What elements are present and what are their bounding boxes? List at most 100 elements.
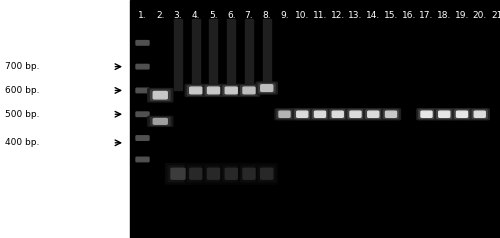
FancyBboxPatch shape — [150, 118, 170, 125]
FancyBboxPatch shape — [470, 109, 489, 120]
Text: 2.: 2. — [156, 11, 164, 20]
FancyBboxPatch shape — [185, 164, 206, 184]
FancyBboxPatch shape — [297, 111, 308, 117]
Text: 14.: 14. — [366, 11, 380, 20]
FancyBboxPatch shape — [310, 109, 330, 120]
FancyBboxPatch shape — [136, 157, 149, 162]
Bar — [210, 19, 218, 90]
FancyBboxPatch shape — [205, 166, 222, 182]
FancyBboxPatch shape — [417, 109, 436, 120]
Text: 12.: 12. — [330, 11, 345, 20]
FancyBboxPatch shape — [190, 168, 202, 179]
FancyBboxPatch shape — [256, 82, 277, 94]
FancyBboxPatch shape — [454, 110, 469, 119]
FancyBboxPatch shape — [261, 85, 273, 91]
Bar — [174, 19, 182, 90]
FancyBboxPatch shape — [256, 164, 277, 184]
Text: 500 bp.: 500 bp. — [5, 110, 40, 119]
FancyBboxPatch shape — [419, 110, 434, 119]
FancyBboxPatch shape — [241, 86, 257, 95]
Text: 17.: 17. — [420, 11, 434, 20]
FancyBboxPatch shape — [258, 83, 275, 93]
FancyBboxPatch shape — [275, 109, 294, 120]
Bar — [245, 19, 253, 90]
Text: 600 bp.: 600 bp. — [5, 86, 40, 95]
Text: 6.: 6. — [227, 11, 235, 20]
Text: 20.: 20. — [472, 11, 487, 20]
Text: 4.: 4. — [192, 11, 200, 20]
FancyBboxPatch shape — [168, 166, 188, 182]
FancyBboxPatch shape — [364, 109, 383, 120]
Text: 15.: 15. — [384, 11, 398, 20]
FancyBboxPatch shape — [332, 111, 343, 117]
Bar — [130, 0, 500, 238]
FancyBboxPatch shape — [225, 87, 237, 94]
Text: 700 bp.: 700 bp. — [5, 62, 40, 71]
FancyBboxPatch shape — [223, 86, 240, 95]
Text: 18.: 18. — [437, 11, 452, 20]
FancyBboxPatch shape — [368, 111, 379, 117]
FancyBboxPatch shape — [452, 109, 471, 120]
FancyBboxPatch shape — [277, 110, 292, 119]
FancyBboxPatch shape — [203, 164, 224, 184]
FancyBboxPatch shape — [136, 41, 149, 45]
FancyBboxPatch shape — [208, 168, 220, 179]
Text: 16.: 16. — [402, 11, 416, 20]
FancyBboxPatch shape — [148, 116, 173, 126]
FancyBboxPatch shape — [346, 109, 365, 120]
FancyBboxPatch shape — [208, 87, 220, 94]
Text: 1.: 1. — [138, 11, 147, 20]
FancyBboxPatch shape — [435, 109, 454, 120]
FancyBboxPatch shape — [439, 111, 450, 117]
FancyBboxPatch shape — [382, 109, 400, 120]
FancyBboxPatch shape — [238, 84, 260, 96]
FancyBboxPatch shape — [261, 168, 273, 179]
FancyBboxPatch shape — [190, 87, 202, 94]
FancyBboxPatch shape — [348, 110, 363, 119]
FancyBboxPatch shape — [188, 86, 204, 95]
FancyBboxPatch shape — [136, 88, 149, 93]
Text: 3.: 3. — [174, 11, 182, 20]
Text: 400 bp.: 400 bp. — [5, 138, 40, 147]
Bar — [192, 19, 200, 90]
Text: 5.: 5. — [209, 11, 218, 20]
FancyBboxPatch shape — [421, 111, 432, 117]
FancyBboxPatch shape — [225, 168, 237, 179]
FancyBboxPatch shape — [293, 109, 312, 120]
FancyBboxPatch shape — [366, 110, 381, 119]
FancyBboxPatch shape — [136, 136, 149, 140]
FancyBboxPatch shape — [330, 110, 345, 119]
Text: 21: 21 — [492, 11, 500, 20]
FancyBboxPatch shape — [153, 92, 167, 99]
FancyBboxPatch shape — [150, 90, 170, 100]
FancyBboxPatch shape — [148, 89, 173, 102]
FancyBboxPatch shape — [312, 110, 328, 119]
Bar — [263, 19, 271, 90]
Text: 11.: 11. — [313, 11, 327, 20]
Text: 10.: 10. — [295, 11, 310, 20]
FancyBboxPatch shape — [220, 164, 242, 184]
FancyBboxPatch shape — [185, 84, 206, 96]
FancyBboxPatch shape — [386, 111, 396, 117]
Text: 9.: 9. — [280, 11, 289, 20]
Text: 13.: 13. — [348, 11, 362, 20]
FancyBboxPatch shape — [437, 110, 452, 119]
FancyBboxPatch shape — [474, 111, 485, 117]
FancyBboxPatch shape — [456, 111, 468, 117]
Text: 8.: 8. — [262, 11, 271, 20]
FancyBboxPatch shape — [350, 111, 361, 117]
FancyBboxPatch shape — [328, 109, 347, 120]
FancyBboxPatch shape — [243, 168, 255, 179]
Bar — [227, 19, 235, 90]
FancyBboxPatch shape — [136, 112, 149, 116]
FancyBboxPatch shape — [384, 110, 398, 119]
FancyBboxPatch shape — [205, 86, 222, 95]
FancyBboxPatch shape — [243, 87, 255, 94]
FancyBboxPatch shape — [295, 110, 310, 119]
Text: 7.: 7. — [244, 11, 254, 20]
FancyBboxPatch shape — [136, 64, 149, 69]
Text: 19.: 19. — [455, 11, 469, 20]
FancyBboxPatch shape — [220, 84, 242, 96]
FancyBboxPatch shape — [241, 166, 257, 182]
FancyBboxPatch shape — [279, 111, 290, 117]
